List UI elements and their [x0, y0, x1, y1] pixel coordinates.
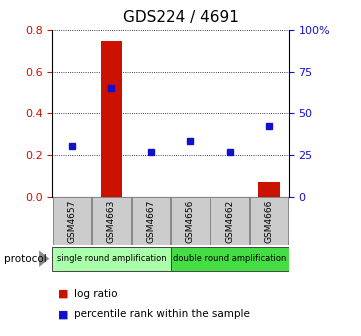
FancyBboxPatch shape: [170, 247, 289, 271]
FancyBboxPatch shape: [92, 197, 131, 245]
Text: GSM4656: GSM4656: [186, 199, 195, 243]
Bar: [140, 197, 162, 199]
Text: ■: ■: [58, 289, 68, 299]
Bar: [258, 182, 280, 197]
Text: ■: ■: [58, 309, 68, 319]
FancyBboxPatch shape: [131, 197, 170, 245]
FancyBboxPatch shape: [171, 197, 210, 245]
Bar: [219, 197, 240, 199]
Bar: [179, 197, 201, 199]
FancyBboxPatch shape: [210, 197, 249, 245]
FancyBboxPatch shape: [52, 247, 170, 271]
Text: log ratio: log ratio: [74, 289, 117, 299]
Text: GSM4663: GSM4663: [107, 199, 116, 243]
Text: GDS224 / 4691: GDS224 / 4691: [123, 10, 238, 25]
Text: single round amplification: single round amplification: [57, 254, 166, 263]
FancyBboxPatch shape: [250, 197, 288, 245]
Text: GSM4662: GSM4662: [225, 199, 234, 243]
FancyBboxPatch shape: [53, 197, 91, 245]
Bar: [101, 41, 122, 197]
Text: GSM4667: GSM4667: [146, 199, 155, 243]
Text: GSM4666: GSM4666: [265, 199, 274, 243]
Text: double round amplification: double round amplification: [173, 254, 286, 263]
Text: percentile rank within the sample: percentile rank within the sample: [74, 309, 250, 319]
Text: protocol: protocol: [4, 254, 46, 264]
Text: GSM4657: GSM4657: [68, 199, 77, 243]
Bar: [61, 197, 83, 199]
Polygon shape: [39, 251, 49, 267]
